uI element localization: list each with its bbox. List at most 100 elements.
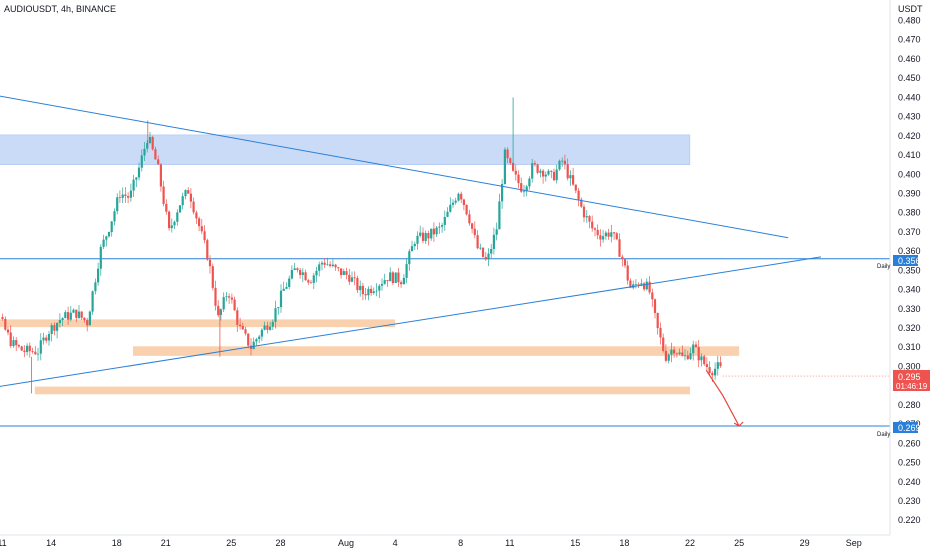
daily-level-lower: Daily 0.269 [877,422,921,438]
candle-body [711,372,714,376]
candle-body [525,186,528,192]
candle-body [432,228,435,235]
time-tick-label: 4 [393,538,398,548]
candle-body [435,227,438,235]
candle-body [572,175,575,185]
candle-body [23,350,26,353]
resistance-zone [0,134,691,165]
candle-body [285,287,288,289]
candle-body [26,345,29,353]
candle-body [69,312,72,320]
candle-body [277,307,280,309]
daily-level-upper: Daily 0.356 [877,255,921,270]
candle-body [241,326,244,330]
candle-body [419,232,422,236]
candle-body [651,292,654,300]
candle-body [309,282,313,284]
candle-body [118,197,121,199]
candle-body [421,232,425,241]
candle-body [413,243,416,247]
candle-body [53,325,56,331]
candle-body [80,311,83,318]
candle-body [181,196,184,206]
candle-body [653,299,657,313]
candle-body [602,236,605,240]
candle-body [97,268,100,283]
price-tick-label: 0.310 [898,342,921,352]
candle-body [148,137,152,143]
candle-body [320,262,324,265]
candle-body [274,308,277,322]
candle-body [662,337,665,351]
candle-body [165,203,168,212]
candle-body [58,320,61,323]
price-tick-label: 0.430 [898,112,921,122]
daily-level-upper-badge [893,255,918,266]
projection-arrowhead [733,421,744,427]
candle-body [105,236,108,240]
candle-body [536,164,539,173]
candle-body [269,326,272,330]
candle-body [514,170,517,175]
price-tick-label: 0.390 [898,189,921,199]
candle-body [326,264,329,266]
candle-body [484,256,487,260]
candle-body [566,164,569,179]
candle-body [667,354,670,361]
time-axis[interactable]: 11 14 18 21 25 28 Aug 4 8 11 15 18 22 25 29 Sep [0,538,862,548]
price-tick-label: 0.480 [898,16,921,26]
time-tick-label: 14 [46,538,56,548]
time-tick-label: 28 [275,538,285,548]
candle-body [615,233,618,240]
candle-body [648,281,651,293]
support-zone [0,319,396,328]
candle-body [288,278,291,287]
candle-body [577,190,580,200]
candle-body [591,221,594,229]
price-tick-label: 0.330 [898,304,921,314]
candle-body [228,296,231,298]
candle-body [124,194,127,197]
candle-body [107,232,111,237]
candle-body [542,170,545,177]
price-tick-label: 0.230 [898,496,921,506]
candle-body [375,290,378,292]
price-tick-label: 0.460 [898,54,921,64]
candle-body [304,272,307,281]
candle-body [599,235,602,240]
time-tick-label: 22 [685,538,695,548]
current-price-badge [893,370,930,391]
candle-body [247,333,250,346]
candle-body [391,272,394,283]
trendlines-layer [0,95,822,387]
candle-body [312,275,315,283]
current-price-countdown: 01:46:19 [896,382,928,391]
candle-body [623,259,627,266]
candle-body [296,268,299,270]
candle-body [12,340,15,347]
candle-body [588,216,591,222]
candle-body [498,201,501,230]
candle-body [116,197,119,212]
candle-body [512,163,515,171]
candle-body [468,214,471,224]
candle-body [372,291,375,293]
descending-trendline [0,95,789,239]
candle-body [187,190,190,194]
candle-body [626,265,629,281]
candle-body [34,351,37,355]
candle-body [50,325,53,334]
candle-body [427,233,430,239]
candle-body [334,264,337,268]
candle-body [555,169,558,181]
candle-body [405,264,408,278]
candle-body [714,368,717,376]
candle-body [301,272,304,275]
candle-body [198,218,201,227]
candle-body [88,311,91,326]
candle-body [400,282,403,285]
price-axis[interactable]: 0.480 0.470 0.460 0.450 0.440 0.430 0.420 0.410… [898,16,921,526]
daily-level-lower-tag: Daily [877,432,890,438]
candle-body [495,229,498,235]
